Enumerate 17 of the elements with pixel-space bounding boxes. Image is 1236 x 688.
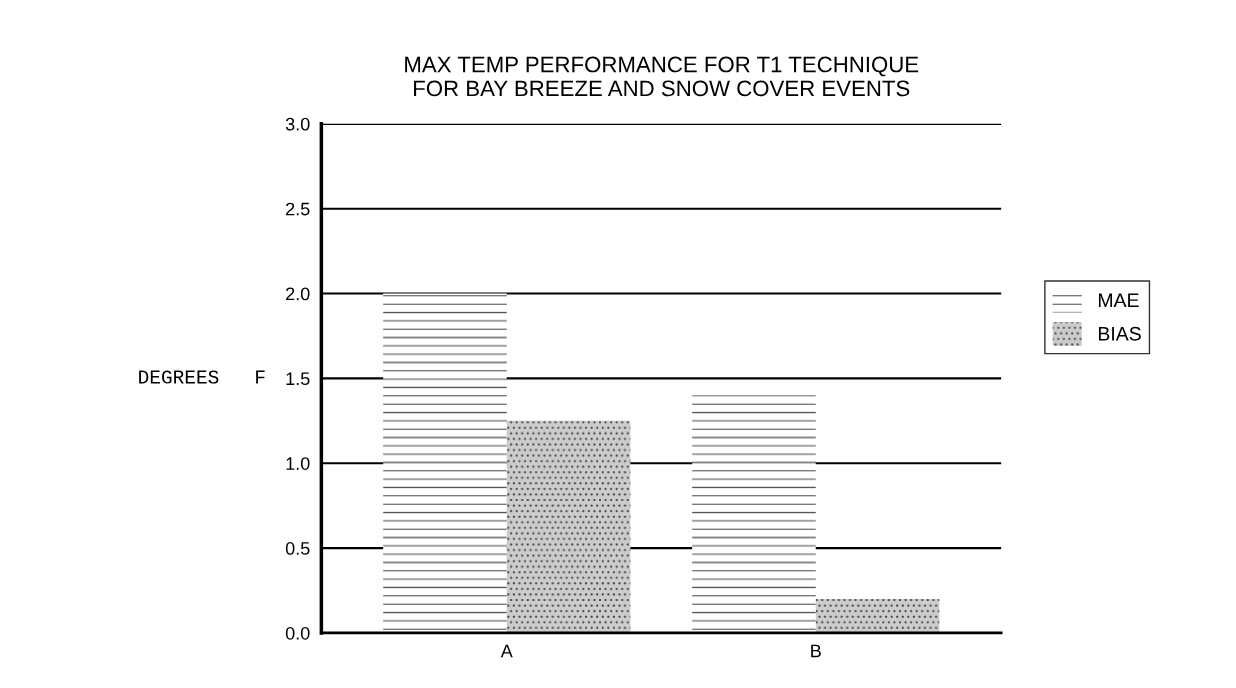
bar xyxy=(383,293,507,633)
y-tick-label: 3.0 xyxy=(285,117,310,131)
y-tick-label: 2.5 xyxy=(286,202,310,216)
x-tick-label: A xyxy=(500,644,513,658)
y-tick-label: 2.0 xyxy=(286,287,310,301)
bar xyxy=(692,395,816,633)
y-tick-label: 1.0 xyxy=(286,457,310,470)
bar xyxy=(815,599,940,633)
y-tick-label: 0.0 xyxy=(285,626,310,640)
x-tick-label: B xyxy=(811,644,821,658)
legend-label: MAE xyxy=(1098,293,1139,307)
y-tick-label: 1.5 xyxy=(286,372,310,386)
y-axis-title: DEGREES F xyxy=(139,370,265,384)
y-tick-label: 0.5 xyxy=(285,542,310,555)
legend-label: BIAS xyxy=(1098,326,1141,341)
bar xyxy=(506,420,631,633)
chart-title: MAX TEMP PERFORMANCE FOR T1 TECHNIQUE FOR BAY BREEZE AND SNOW COVER EVENTS xyxy=(405,56,919,97)
